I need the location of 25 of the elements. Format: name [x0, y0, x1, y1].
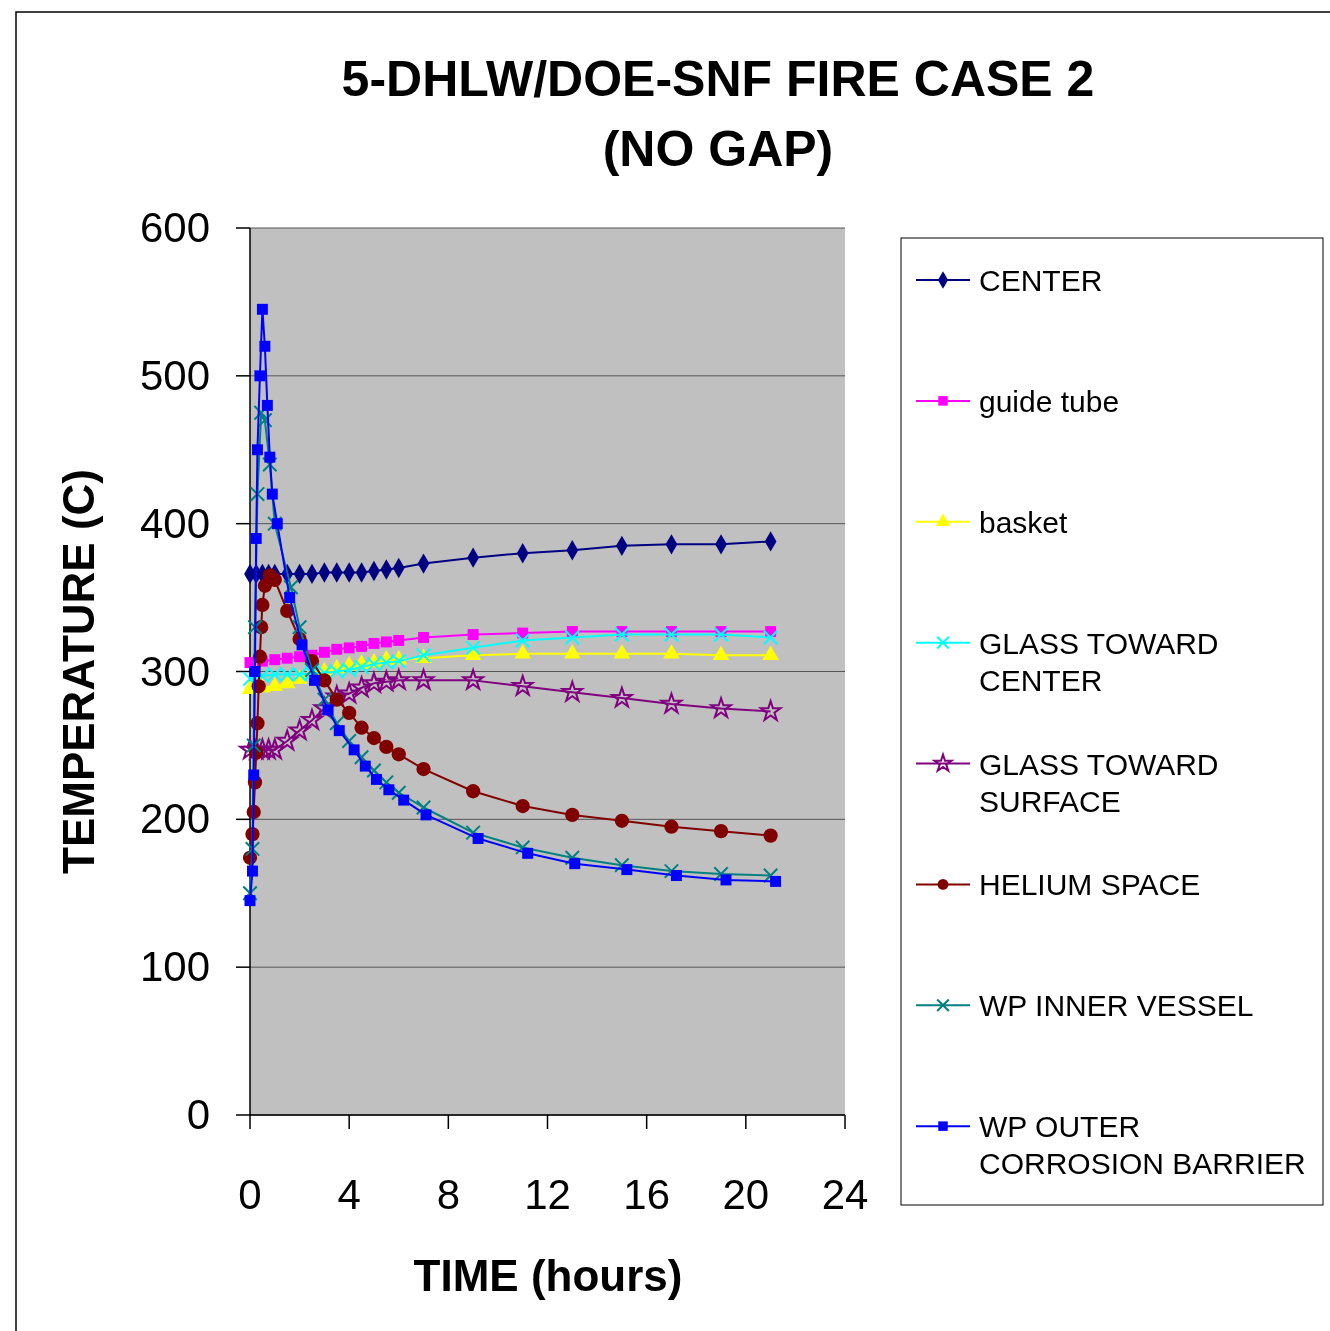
legend-label: GLASS TOWARD SURFACE — [979, 747, 1219, 818]
y-tick-label: 200 — [139, 795, 210, 843]
y-tick-label: 300 — [139, 647, 210, 695]
x-tick-label: 12 — [524, 1171, 571, 1218]
legend-label: WP INNER VESSEL — [979, 989, 1254, 1023]
x-tick-label: 4 — [337, 1171, 361, 1218]
x-tick-label: 0 — [238, 1171, 262, 1218]
y-tick-label: 600 — [139, 204, 210, 251]
y-tick-label: 100 — [139, 943, 210, 991]
x-tick-label: 24 — [821, 1171, 869, 1218]
y-tick-label: 400 — [139, 499, 210, 547]
y-tick-label: 0 — [186, 1091, 210, 1138]
legend-label: HELIUM SPACE — [979, 868, 1201, 902]
legend-label: basket — [979, 505, 1069, 539]
legend-label: CENTER — [979, 264, 1103, 297]
chart-title: 5-DHLW/DOE-SNF FIRE CASE 2 (NO GAP) — [341, 51, 1095, 177]
legend-label: WP OUTER CORROSION BARRIER — [979, 1110, 1306, 1181]
y-tick-label: 500 — [139, 351, 210, 399]
x-tick-label: 8 — [436, 1171, 461, 1218]
x-tick-label: 20 — [722, 1171, 770, 1218]
y-axis-title: TEMPERATURE (C) — [54, 469, 103, 874]
x-tick-label: 16 — [623, 1171, 671, 1218]
legend-label: GLASS TOWARD CENTER — [979, 626, 1219, 697]
legend-label: guide tube — [979, 384, 1120, 418]
x-axis-title: TIME (hours) — [413, 1251, 683, 1300]
